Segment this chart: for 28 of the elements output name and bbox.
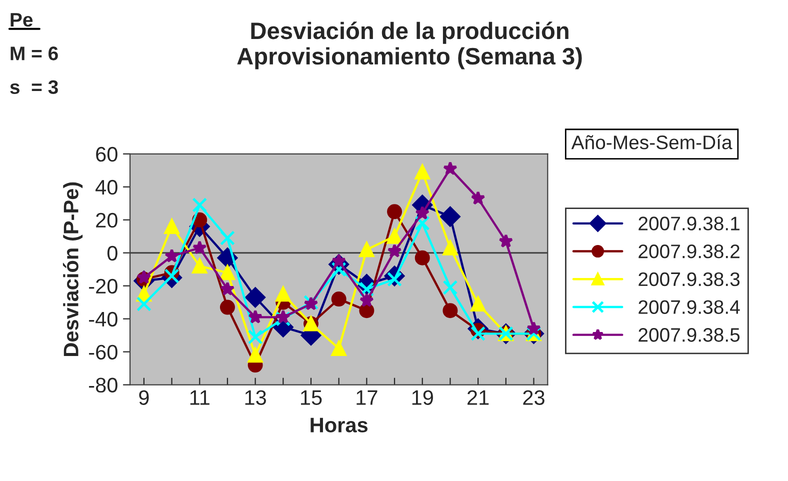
x-axis-title: Horas bbox=[310, 418, 368, 432]
y-axis-title: Desviación (P-Pe) bbox=[62, 182, 83, 356]
x-tick-label: 15 bbox=[301, 390, 322, 405]
x-tick-label: 23 bbox=[523, 390, 544, 405]
y-tick-label: 20 bbox=[96, 212, 118, 228]
text: s = 3 bbox=[10, 80, 58, 94]
x-tick-label: 11 bbox=[190, 390, 210, 405]
x-tick-label: 13 bbox=[245, 390, 266, 405]
y-tick-label: 60 bbox=[96, 146, 118, 162]
y-tick-label: -60 bbox=[89, 344, 118, 360]
x-tick-label: 17 bbox=[356, 390, 378, 405]
legend-label: 2007.9.38.4 bbox=[638, 300, 740, 314]
y-tick-label: 0 bbox=[107, 246, 118, 261]
legend-label: 2007.9.38.1 bbox=[638, 216, 740, 230]
y-tick-label: 40 bbox=[96, 180, 118, 195]
text: Pe bbox=[10, 13, 33, 27]
y-tick-label: -80 bbox=[89, 378, 118, 393]
text: M = 6 bbox=[10, 46, 58, 60]
legend-title: Año-Mes-Sem-Día bbox=[571, 134, 732, 150]
x-tick-label: 21 bbox=[468, 390, 489, 405]
legend-label: 2007.9.38.3 bbox=[638, 272, 740, 286]
chart-title: Desviación de la producción Aprovisionamiento (Semana 3) bbox=[237, 22, 582, 70]
legend-label: 2007.9.38.2 bbox=[638, 244, 740, 258]
y-tick-label: -40 bbox=[89, 312, 118, 327]
y-tick-label: -20 bbox=[89, 278, 118, 294]
x-tick-label: 19 bbox=[412, 390, 433, 405]
legend-label: 2007.9.38.5 bbox=[638, 328, 740, 342]
x-tick-label: 9 bbox=[139, 390, 149, 405]
